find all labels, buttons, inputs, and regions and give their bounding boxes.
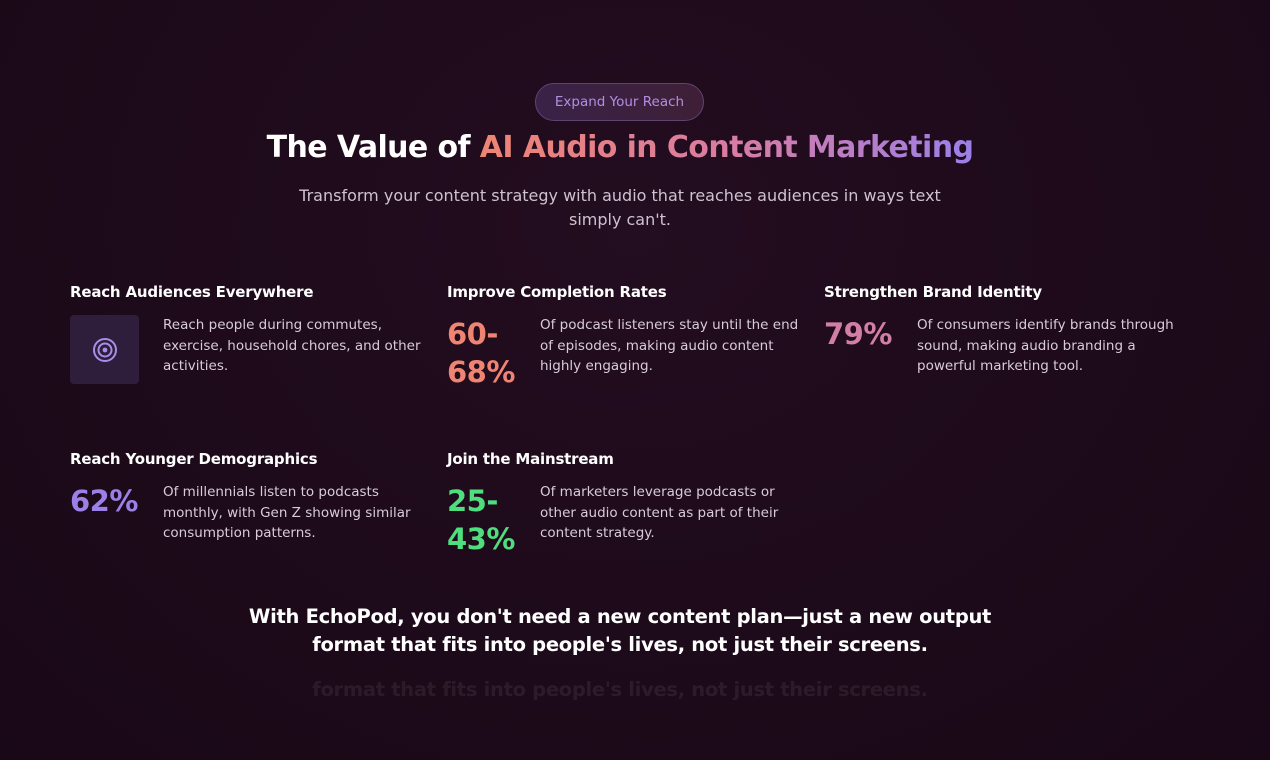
target-icon bbox=[70, 315, 139, 384]
benefit-card-completion-rates: Improve Completion Rates 60-68% Of podca… bbox=[447, 283, 807, 389]
page-title: The Value of AI Audio in Content Marketi… bbox=[0, 130, 1240, 165]
benefit-card-younger-demographics: Reach Younger Demographics 62% Of millen… bbox=[70, 450, 430, 541]
page-subtitle: Transform your content strategy with aud… bbox=[299, 186, 941, 229]
card-stat: 25-43% bbox=[447, 484, 515, 556]
card-description: Of millennials listen to podcasts monthl… bbox=[163, 484, 411, 541]
card-stat: 62% bbox=[70, 484, 138, 518]
benefit-card-mainstream: Join the Mainstream 25-43% Of marketers … bbox=[447, 450, 807, 556]
card-description: Of consumers identify brands through sou… bbox=[917, 317, 1174, 374]
card-description: Of podcast listeners stay until the end … bbox=[540, 317, 799, 374]
section-badge: Expand Your Reach bbox=[535, 83, 704, 121]
card-title: Reach Younger Demographics bbox=[70, 450, 318, 468]
card-title: Strengthen Brand Identity bbox=[824, 283, 1042, 301]
title-highlight: AI Audio in Content Marketing bbox=[479, 130, 974, 165]
card-title: Join the Mainstream bbox=[447, 450, 614, 468]
card-stat: 60-68% bbox=[447, 317, 515, 389]
benefit-card-brand-identity: Strengthen Brand Identity 79% Of consume… bbox=[824, 283, 1184, 374]
card-description: Of marketers leverage podcasts or other … bbox=[540, 484, 779, 541]
card-title: Improve Completion Rates bbox=[447, 283, 667, 301]
closing-statement-ghost: format that fits into people's lives, no… bbox=[312, 678, 928, 701]
benefit-card-reach-everywhere: Reach Audiences Everywhere Reach people … bbox=[70, 283, 430, 384]
card-title: Reach Audiences Everywhere bbox=[70, 283, 314, 301]
card-description: Reach people during commutes, exercise, … bbox=[163, 317, 421, 374]
title-plain: The Value of bbox=[266, 130, 480, 165]
closing-statement: With EchoPod, you don't need a new conte… bbox=[248, 605, 992, 656]
card-stat: 79% bbox=[824, 317, 892, 351]
